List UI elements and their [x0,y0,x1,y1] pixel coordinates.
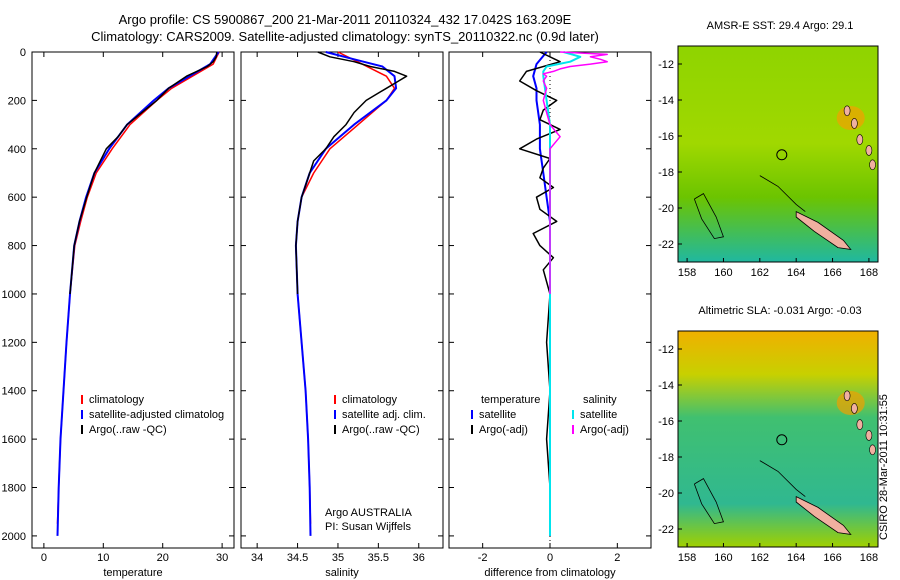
sst-map-reef-contour [693,193,724,240]
sst-map-xtick-label: 160 [714,267,732,279]
salinity-xtick-label: 35.5 [368,552,389,564]
depth-tick-label: 800 [8,241,26,253]
sla-map-ytick-label: -14 [658,380,674,392]
temperature-series-argo-raw-qc- [69,51,218,295]
sla-map-reef-contour [693,478,724,525]
sst-map-argo-position-marker [776,149,788,161]
temperature-legend-label: climatology [89,394,145,406]
sst-map-field [677,45,879,263]
sla-map-xtick-label: 158 [678,552,696,564]
sst-map-vanuatu-island [843,105,851,117]
sla-map-new-caledonia [795,495,852,535]
csiro-timestamp: CSIRO 28-Mar-2011 10:31:55 [878,394,890,540]
sst-map-bathymetry-contour [759,175,806,212]
temperature-legend-label: Argo(..raw -QC) [89,424,167,436]
sst-map-ytick-label: -16 [658,131,674,143]
sst-map-xtick-label: 162 [751,267,769,279]
chart-title-line1: Argo profile: CS 5900867_200 21-Mar-2011… [118,12,572,27]
difference-legend-label: satellite [479,409,516,421]
difference-x-axis-label: difference from climatology [484,567,616,579]
temperature-xtick-label: 20 [157,552,169,564]
salinity-xtick-label: 35 [332,552,344,564]
sst-map-vanuatu-island [851,118,858,129]
salinity-legend-label: Argo(..raw -QC) [342,424,420,436]
sla-map-xtick-label: 160 [714,552,732,564]
sla-map-bathymetry-contour [759,460,806,497]
sla-map-vanuatu-island [856,419,864,430]
sla-map-ytick-label: -18 [658,452,674,464]
depth-tick-label: 0 [20,47,26,59]
difference-legend-label: satellite [580,409,617,421]
salinity-xtick-label: 34 [251,552,263,564]
sst-map-xtick-label: 166 [823,267,841,279]
salinity-x-axis-label: salinity [325,567,359,579]
depth-tick-label: 200 [8,95,26,107]
depth-tick-label: 2000 [2,531,26,543]
sla-map-argo-position-marker [776,434,788,446]
sst-map-warm-patch [836,106,865,130]
difference-xtick-label: 0 [547,552,553,564]
temperature-xtick-label: 10 [97,552,109,564]
sst-map-ytick-label: -14 [658,95,674,107]
chart-title-line2: Climatology: CARS2009. Satellite-adjuste… [91,29,599,44]
temperature-xtick-label: 0 [41,552,47,564]
sla-map-vanuatu-island [865,430,873,441]
depth-tick-label: 600 [8,192,26,204]
sst-map-xtick-label: 164 [787,267,805,279]
sla-map-vanuatu-island [851,403,858,414]
temperature-plot-frame [31,51,235,549]
difference-legend-label: Argo(-adj) [479,424,528,436]
sla-map-ytick-label: -22 [658,524,674,536]
argo-annotation: Argo AUSTRALIA [325,507,412,519]
depth-tick-label: 400 [8,144,26,156]
sst-map-xtick-label: 168 [860,267,878,279]
difference-legend-label: temperature [481,394,540,406]
sla-map-field [677,330,879,548]
sst-map-ytick-label: -22 [658,239,674,251]
depth-tick-label: 1600 [2,434,26,446]
salinity-xtick-label: 36 [413,552,425,564]
sla-map-ytick-label: -20 [658,488,674,500]
sla-map-ytick-label: -16 [658,416,674,428]
depth-tick-label: 1800 [2,483,26,495]
sla-map-xtick-label: 168 [860,552,878,564]
sla-map-ytick-label: -12 [658,344,674,356]
salinity-legend-label: satellite adj. clim. [342,409,426,421]
sla-map-vanuatu-island [869,444,876,456]
difference-series-salinity-argo-adj- [542,51,608,294]
salinity-legend-label: climatology [342,394,398,406]
sla-map-vanuatu-island [843,390,851,402]
salinity-xtick-label: 34.5 [287,552,308,564]
difference-xtick-label: 2 [614,552,620,564]
sla-map-xtick-label: 164 [787,552,805,564]
sst-map-vanuatu-island [865,145,873,156]
temperature-x-axis-label: temperature [103,567,162,579]
sst-map-new-caledonia [795,210,852,250]
sst-map-vanuatu-island [856,134,864,145]
difference-series-temperature-argo-adj- [518,51,561,488]
difference-legend-label: salinity [583,394,617,406]
depth-tick-label: 1400 [2,386,26,398]
sla-map-title: Altimetric SLA: -0.031 Argo: -0.03 [698,305,862,317]
sst-map-ytick-label: -12 [658,59,674,71]
difference-xtick-label: -2 [478,552,488,564]
depth-tick-label: 1200 [2,337,26,349]
temperature-legend-label: satellite-adjusted climatolog [89,409,224,421]
sst-map-ytick-label: -20 [658,203,674,215]
salinity-series-argo-raw-qc- [295,51,408,295]
sla-map-warm-patch [836,391,865,415]
sst-map-vanuatu-island [869,159,876,171]
salinity-plot-frame [240,51,444,549]
sst-map-title: AMSR-E SST: 29.4 Argo: 29.1 [706,20,854,32]
argo-annotation: PI: Susan Wijffels [325,521,411,533]
sla-map-xtick-label: 162 [751,552,769,564]
sst-map-ytick-label: -18 [658,167,674,179]
sst-map-xtick-label: 158 [678,267,696,279]
sla-map-xtick-label: 166 [823,552,841,564]
difference-legend-label: Argo(-adj) [580,424,629,436]
depth-tick-label: 1000 [2,289,26,301]
temperature-xtick-label: 30 [216,552,228,564]
